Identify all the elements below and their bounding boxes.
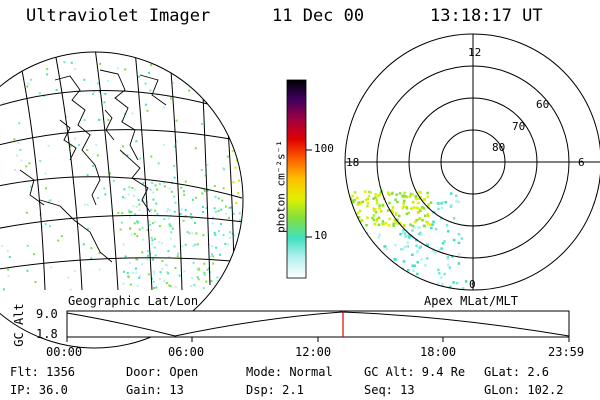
instrument-title: Ultraviolet Imager <box>26 6 211 26</box>
status-door: Door: Open <box>126 365 199 379</box>
xtick-0600: 06:00 <box>168 345 205 359</box>
xtick-2359: 23:59 <box>548 345 585 359</box>
mlat-label-80: 80 <box>492 141 506 154</box>
altitude-ytick-1-8: 1.8 <box>36 327 58 341</box>
altitude-ytick-9: 9.0 <box>36 307 58 321</box>
colorbar <box>286 79 312 279</box>
mlt-label-0: 0 <box>469 278 476 291</box>
status-gain: Gain: 13 <box>126 383 184 397</box>
apex-caption: Apex MLat/MLT <box>424 294 518 308</box>
date-label: 11 Dec 00 <box>272 6 365 26</box>
time-label: 13:18:17 UT <box>430 6 543 26</box>
polar-mlat-mlt-plot <box>344 33 600 291</box>
colorbar-unit-label: photon cm⁻²s⁻¹ <box>274 140 288 233</box>
status-gc-alt: GC Alt: 9.4 Re <box>364 365 466 379</box>
status-flt: Flt: 1356 <box>10 365 76 379</box>
mlat-label-70: 70 <box>512 120 526 133</box>
status-dsp: Dsp: 2.1 <box>246 383 304 397</box>
status-seq: Seq: 13 <box>364 383 415 397</box>
xtick-1200: 12:00 <box>295 345 332 359</box>
xtick-1800: 18:00 <box>420 345 457 359</box>
altitude-ylabel: GC Alt <box>12 303 26 347</box>
status-glon: GLon: 102.2 <box>484 383 564 397</box>
altitude-track-plot <box>66 310 570 342</box>
colorbar-tick-100: 100 <box>314 142 334 155</box>
aurora-emission-polar <box>345 190 468 290</box>
xtick-0000: 00:00 <box>46 345 83 359</box>
mlat-label-60: 60 <box>536 98 550 111</box>
colorbar-tick-10: 10 <box>314 229 328 242</box>
geographic-caption: Geographic Lat/Lon <box>68 294 199 308</box>
mlt-label-6: 6 <box>578 156 585 169</box>
status-glat: GLat: 2.6 <box>484 365 550 379</box>
mlt-label-18: 18 <box>346 156 360 169</box>
status-mode: Mode: Normal <box>246 365 333 379</box>
mlt-label-12: 12 <box>468 46 482 59</box>
status-ip: IP: 36.0 <box>10 383 68 397</box>
